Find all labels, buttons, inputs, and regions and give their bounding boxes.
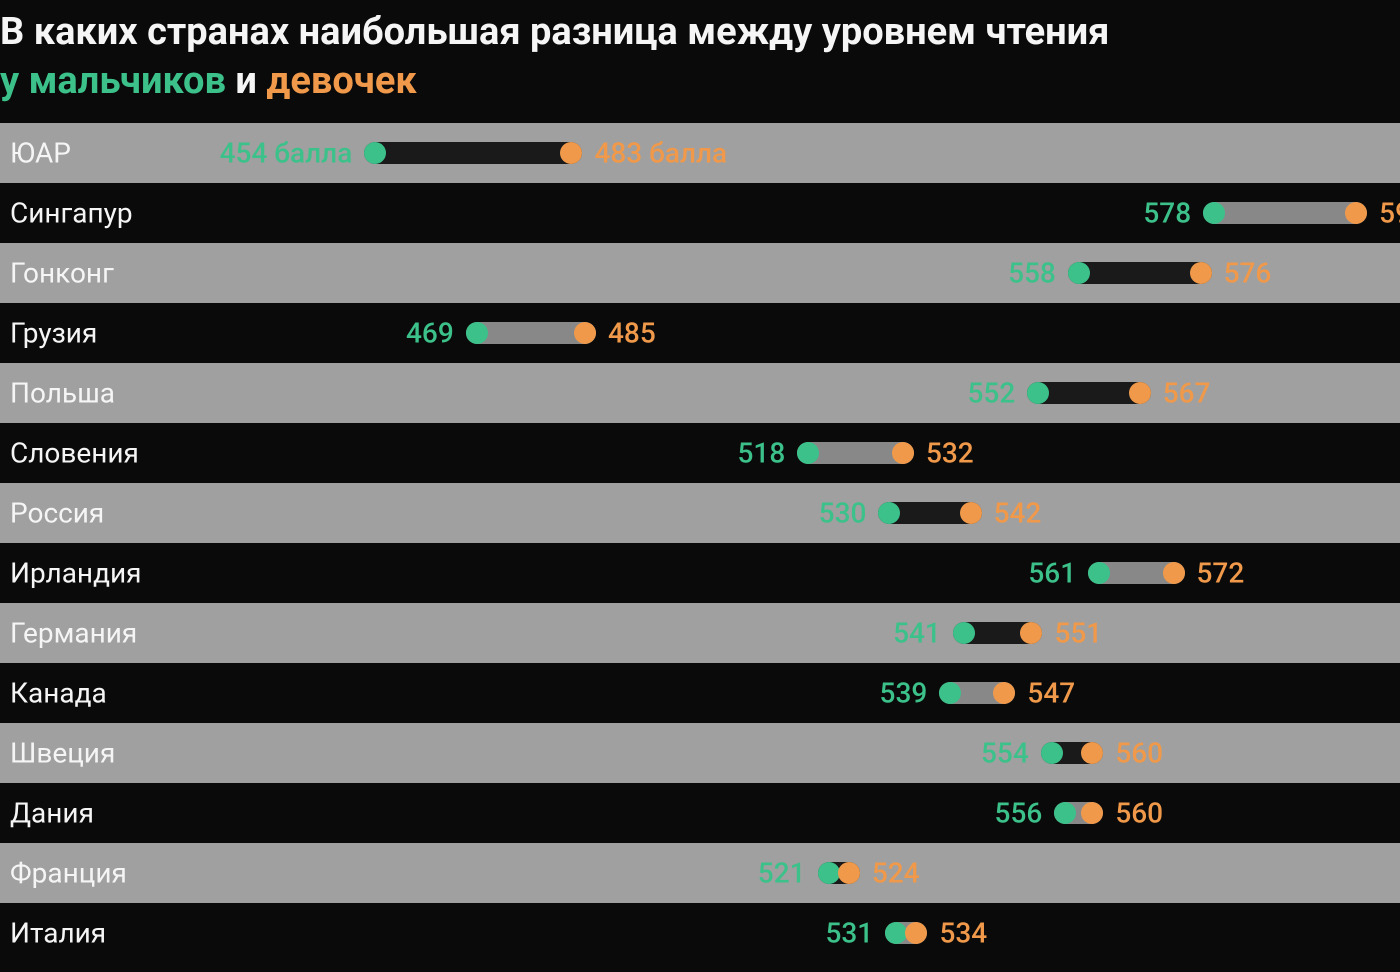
chart-title: В каких странах наибольшая разница между… (0, 0, 1400, 123)
title-and: и (235, 59, 266, 103)
boys-dot (1054, 802, 1076, 824)
boys-dot (364, 142, 386, 164)
boys-value: 578 (1143, 197, 1191, 230)
girls-value: 483 балла (594, 137, 727, 170)
boys-dot (1068, 262, 1090, 284)
boys-dot (939, 682, 961, 704)
chart-row: Сингапур 578 599 (0, 183, 1400, 243)
country-label: Грузия (10, 317, 97, 350)
boys-value: 469 (406, 317, 454, 350)
boys-value: 521 (758, 857, 806, 890)
chart-row: Польша 552 567 (0, 363, 1400, 423)
boys-value: 558 (1008, 257, 1056, 290)
chart-row: Дания 556 560 (0, 783, 1400, 843)
girls-value: 534 (939, 917, 987, 950)
country-label: Россия (10, 497, 104, 530)
girls-value: 576 (1224, 257, 1272, 290)
country-label: Сингапур (10, 197, 133, 230)
chart-row: Канада 539 547 (0, 663, 1400, 723)
boys-value: 561 (1028, 557, 1076, 590)
title-line1: В каких странах наибольшая разница между… (0, 10, 1109, 54)
girls-value: 560 (1115, 797, 1163, 830)
chart-row: Франция 521 524 (0, 843, 1400, 903)
boys-dot (797, 442, 819, 464)
boys-dot (1203, 202, 1225, 224)
title-boys: у мальчиков (0, 59, 226, 103)
girls-value: 547 (1027, 677, 1075, 710)
boys-value: 518 (738, 437, 786, 470)
chart-row: ЮАР 454 балла 483 балла (0, 123, 1400, 183)
country-label: Германия (10, 617, 137, 650)
chart-row: Грузия 469 485 (0, 303, 1400, 363)
girls-value: 524 (872, 857, 920, 890)
chart-row: Словения 518 532 (0, 423, 1400, 483)
boys-value: 556 (995, 797, 1043, 830)
chart-row: Германия 541 551 (0, 603, 1400, 663)
country-label: Дания (10, 797, 94, 830)
girls-dot (905, 922, 927, 944)
girls-dot (1081, 742, 1103, 764)
girls-value: 542 (994, 497, 1042, 530)
girls-dot (1163, 562, 1185, 584)
girls-dot (838, 862, 860, 884)
country-label: Италия (10, 917, 106, 950)
boys-value: 530 (819, 497, 867, 530)
girls-dot (1020, 622, 1042, 644)
girls-dot (993, 682, 1015, 704)
boys-dot (1027, 382, 1049, 404)
girls-dot (574, 322, 596, 344)
country-label: Гонконг (10, 257, 114, 290)
girls-value: 560 (1115, 737, 1163, 770)
girls-value: 599 (1379, 197, 1400, 230)
girls-value: 532 (926, 437, 974, 470)
boys-dot (818, 862, 840, 884)
boys-value: 539 (880, 677, 928, 710)
country-label: Ирландия (10, 557, 142, 590)
boys-dot (1041, 742, 1063, 764)
girls-dot (960, 502, 982, 524)
girls-dot (1190, 262, 1212, 284)
country-label: Канада (10, 677, 107, 710)
country-label: Франция (10, 857, 127, 890)
chart-row: Швеция 554 560 (0, 723, 1400, 783)
girls-value: 551 (1054, 617, 1102, 650)
title-girls: девочек (266, 59, 416, 103)
connector-bar (1203, 202, 1367, 224)
girls-value: 567 (1163, 377, 1211, 410)
boys-value: 541 (893, 617, 941, 650)
girls-dot (1081, 802, 1103, 824)
boys-dot (878, 502, 900, 524)
girls-dot (892, 442, 914, 464)
chart-row: Италия 531 534 (0, 903, 1400, 963)
girls-value: 485 (608, 317, 656, 350)
boys-value: 552 (968, 377, 1016, 410)
boys-value: 531 (825, 917, 873, 950)
boys-dot (466, 322, 488, 344)
chart-row: Ирландия 561 572 (0, 543, 1400, 603)
girls-dot (560, 142, 582, 164)
girls-dot (1345, 202, 1367, 224)
country-label: Словения (10, 437, 139, 470)
boys-dot (885, 922, 907, 944)
dumbbell-chart: ЮАР 454 балла 483 балла Сингапур 578 599 Гонко… (0, 123, 1400, 963)
boys-dot (953, 622, 975, 644)
connector-bar (364, 142, 582, 164)
country-label: Швеция (10, 737, 115, 770)
chart-row: Гонконг 558 576 (0, 243, 1400, 303)
country-label: ЮАР (10, 137, 71, 170)
girls-value: 572 (1197, 557, 1245, 590)
boys-dot (1088, 562, 1110, 584)
chart-row: Россия 530 542 (0, 483, 1400, 543)
boys-value: 554 (981, 737, 1029, 770)
girls-dot (1129, 382, 1151, 404)
country-label: Польша (10, 377, 115, 410)
boys-value: 454 балла (220, 137, 353, 170)
